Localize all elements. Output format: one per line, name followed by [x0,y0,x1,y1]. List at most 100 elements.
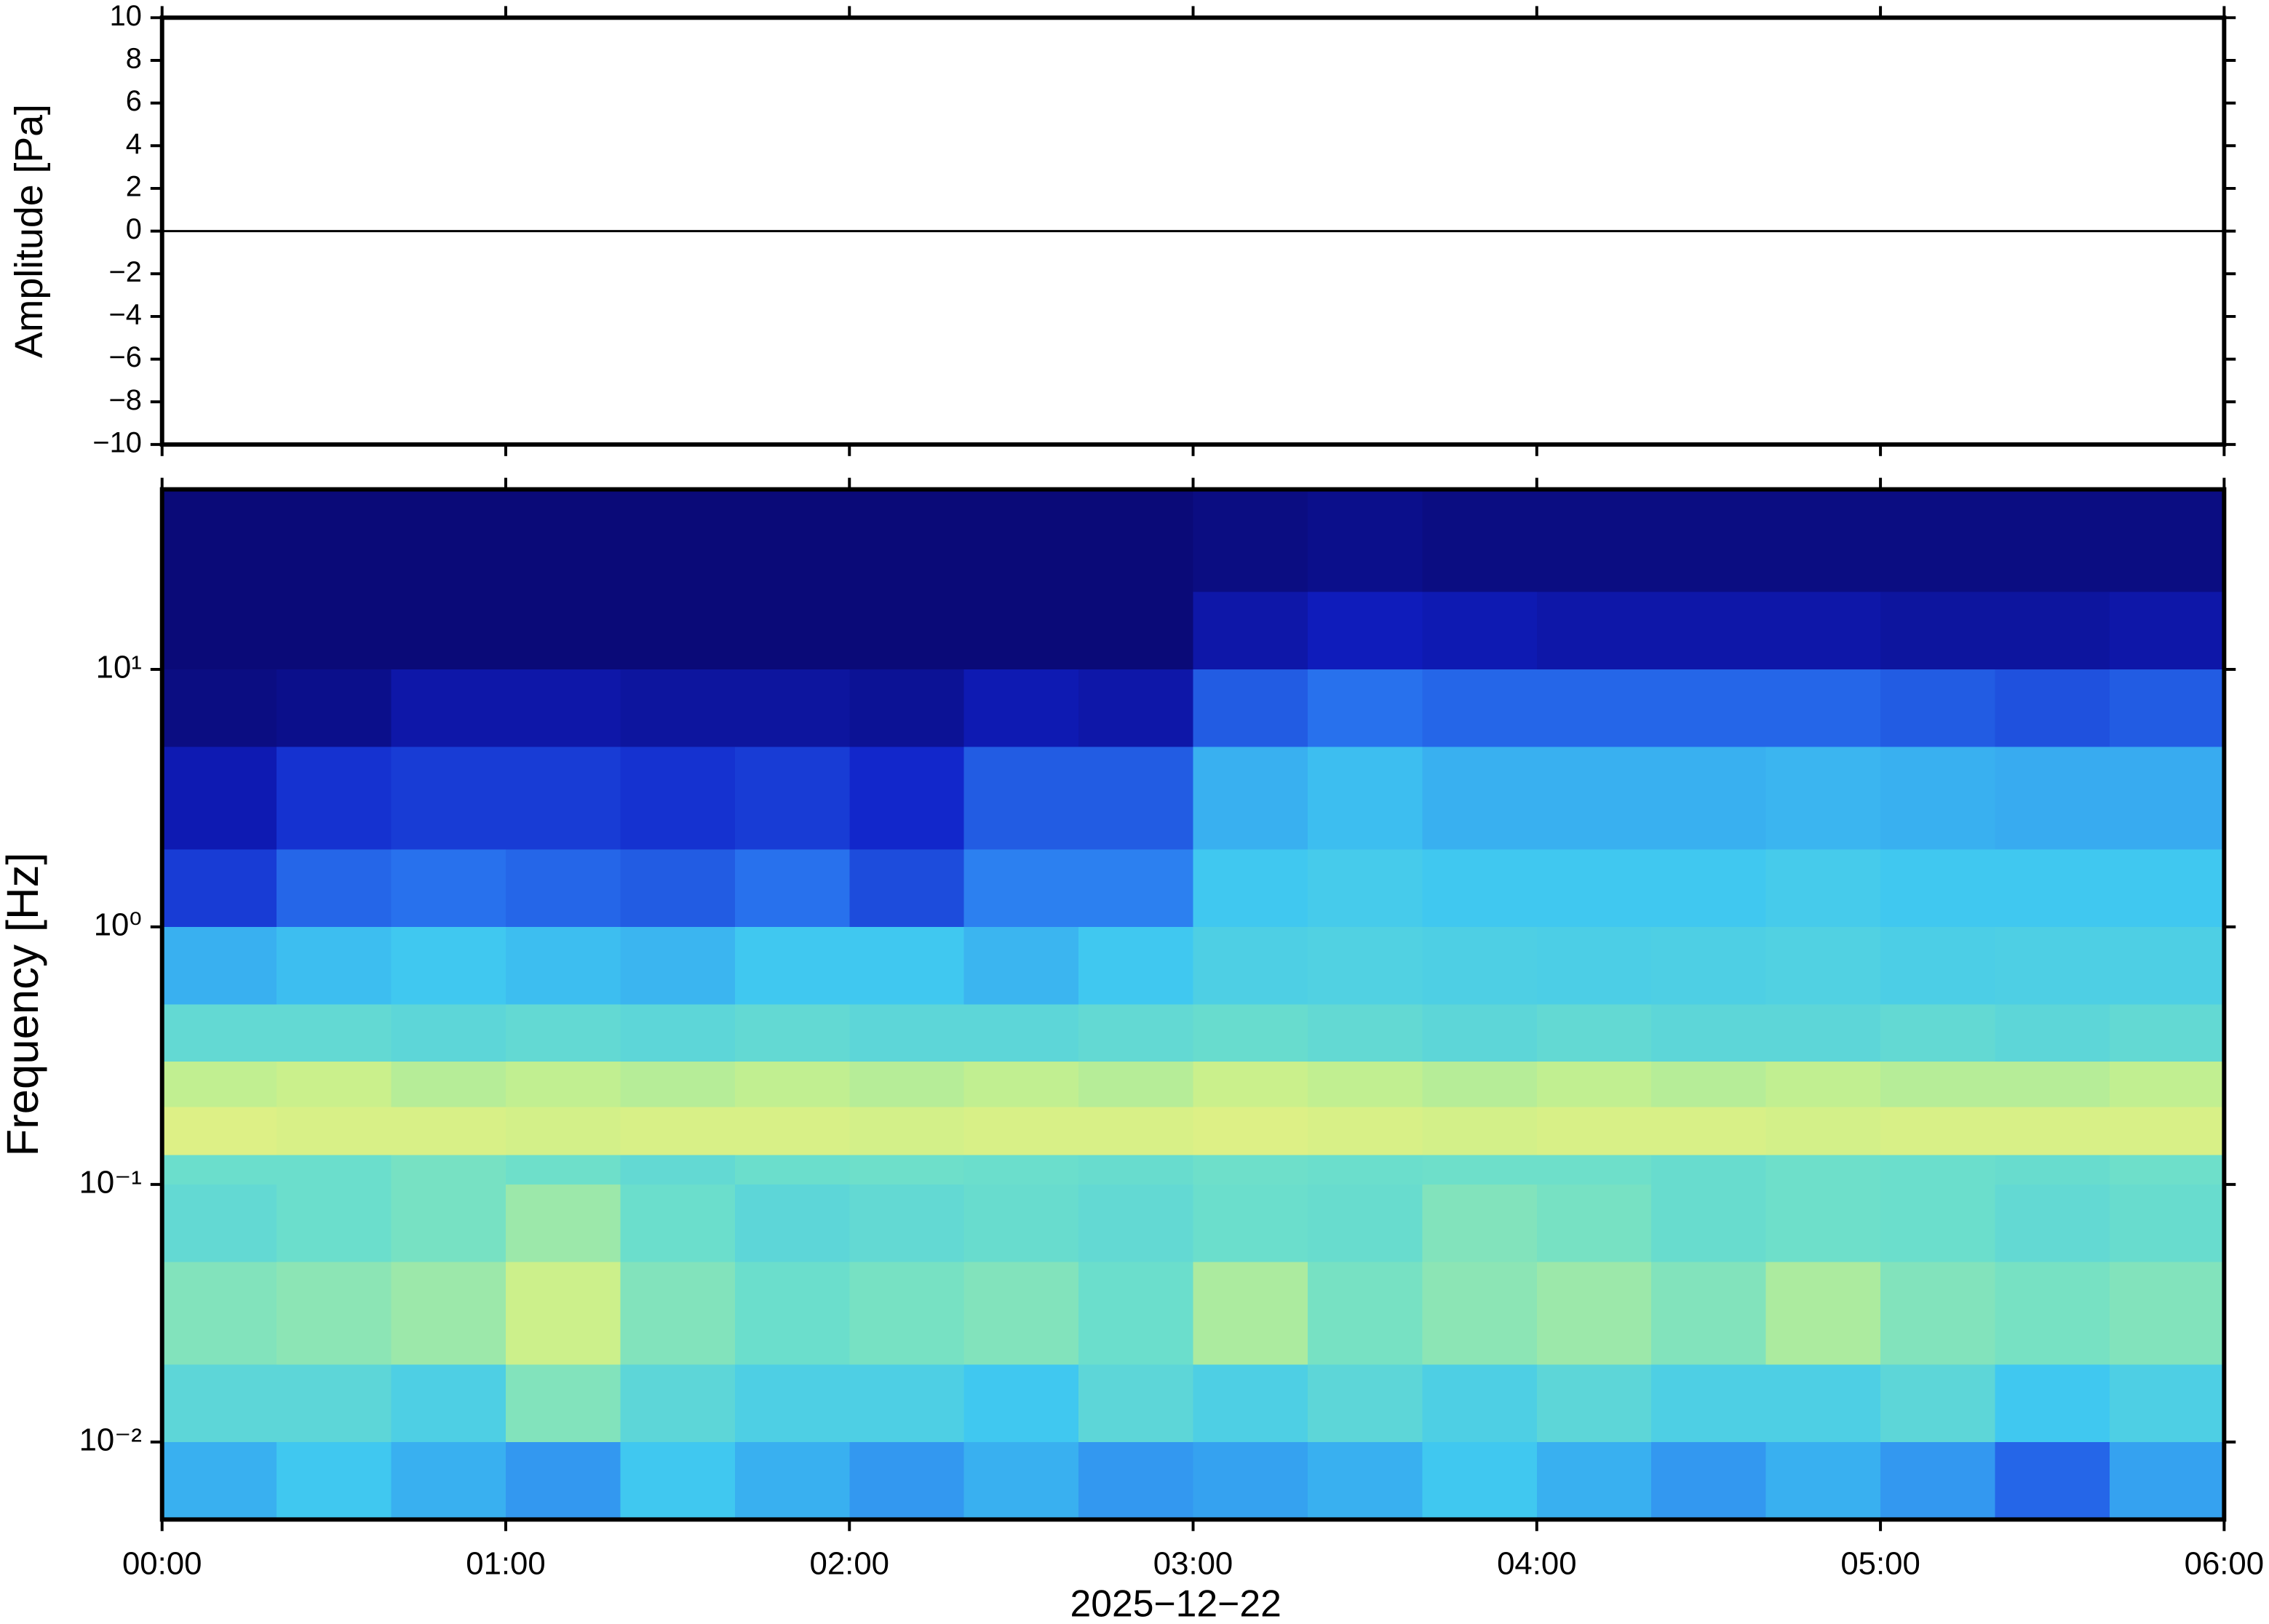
spectrogram-cell [1422,1061,1537,1107]
spectrogram-cell [1765,849,1881,927]
spectrogram-cell [1307,592,1423,669]
spectrogram-cell [1536,1107,1652,1155]
y-tick-label: 8 [126,42,142,74]
spectrogram-cell [277,747,392,850]
spectrogram-cell [1307,1155,1423,1185]
spectrogram-cell [1307,1184,1423,1262]
spectrogram-cell [734,1184,850,1262]
spectrogram-cell [963,1004,1079,1062]
spectrogram-cell [620,1441,735,1520]
spectrogram-cell [1995,669,2110,747]
spectrogram-cell [1651,1364,1766,1442]
spectrogram-cell [1193,1061,1308,1107]
spectrogram-cell [162,1155,277,1185]
spectrogram-cell [505,926,621,1005]
spectrogram-cell [2109,489,2225,592]
spectrogram-cell [734,1155,850,1185]
spectrogram-cell [1078,669,1193,747]
spectrogram-cell [1995,1004,2110,1062]
spectrogram-cell [1193,747,1308,850]
spectrogram-cell [505,1061,621,1107]
spectrogram-cell [1422,1107,1537,1155]
spectrogram-cell [1422,1441,1537,1520]
spectrogram-cell [620,1004,735,1062]
spectrogram-cell [963,1107,1079,1155]
spectrogram-cell [391,1155,506,1185]
spectrogram-cell [1765,1107,1881,1155]
spectrogram-cell [1193,489,1308,592]
spectrogram-cell [1307,926,1423,1005]
spectrogram-cell [963,1364,1079,1442]
spectrogram-cell [1078,1155,1193,1185]
spectrogram-cell [1307,1061,1423,1107]
spectrogram-cell [391,1107,506,1155]
spectrogram-cell [849,1155,964,1185]
spectrogram-cell [1193,1155,1308,1185]
spectrogram-cell [1422,849,1537,927]
spectrogram-cell [277,1004,392,1062]
spectrogram-cell [1651,926,1766,1005]
spectrogram-cell [2109,669,2225,747]
spectrogram-cell [505,1184,621,1262]
spectrogram-cell [1765,1061,1881,1107]
y-tick-label: −2 [109,256,142,288]
spectrogram-cell [1422,926,1537,1005]
spectrogram-cell [734,592,850,669]
spectrogram-cell [1536,1004,1652,1062]
spectrogram-cell [1307,1004,1423,1062]
x-tick-label: 02:00 [810,1546,889,1582]
spectrogram-cell [1765,1184,1881,1262]
spectrogram-cell [1995,926,2110,1005]
spectrogram-cell [1880,669,1995,747]
spectrogram-cell [2109,1364,2225,1442]
y-tick-label: −8 [109,384,142,416]
spectrogram-cell [162,926,277,1005]
spectrogram-cell [1880,1107,1995,1155]
y-tick-label: 10⁻¹ [79,1164,142,1200]
spectrogram-cell [505,1155,621,1185]
y-tick-label: 2 [126,170,142,202]
spectrogram-cell [620,1107,735,1155]
spectrogram-cell [391,747,506,850]
spectrogram-cell [1651,1004,1766,1062]
spectrogram-cell [963,1155,1079,1185]
spectrogram-cell [1536,1061,1652,1107]
y-tick-label: 6 [126,85,142,117]
spectrogram-cell [1880,926,1995,1005]
spectrogram-cell [1651,849,1766,927]
spectrogram-cell [1765,1262,1881,1365]
spectrogram-cell [849,849,964,927]
spectrogram-cell [1193,669,1308,747]
spectrogram-cell [162,849,277,927]
spectrogram-cell [391,1061,506,1107]
spectrogram-cell [734,747,850,850]
spectrogram-cell [1651,1184,1766,1262]
spectrogram-cell [391,1004,506,1062]
spectrogram-cell [1651,1107,1766,1155]
spectrogram-cell [1880,1364,1995,1442]
spectrogram-cell [2109,1061,2225,1107]
spectrogram-cell [2109,849,2225,927]
spectrogram-cell [1880,1184,1995,1262]
spectrogram-cell [1880,592,1995,669]
spectrogram-cell [1536,849,1652,927]
spectrogram-cell [277,1155,392,1185]
spectrogram-cell [1765,1004,1881,1062]
spectrogram-cell [505,1107,621,1155]
spectrogram-cell [505,489,621,592]
spectrogram-cell [620,592,735,669]
spectrogram-cell [1307,849,1423,927]
spectrogram-cell [2109,747,2225,850]
spectrogram-cell [1193,926,1308,1005]
spectrogram-cell [1422,1155,1537,1185]
spectrogram-cell [1078,1441,1193,1520]
spectrogram-cell [1995,1061,2110,1107]
spectrogram-cell [1078,926,1193,1005]
spectrogram-cell [963,1184,1079,1262]
spectrogram-cell [162,592,277,669]
spectrogram-cell [1995,1364,2110,1442]
spectrogram-cell [1880,489,1995,592]
spectrogram-cell [1078,1061,1193,1107]
